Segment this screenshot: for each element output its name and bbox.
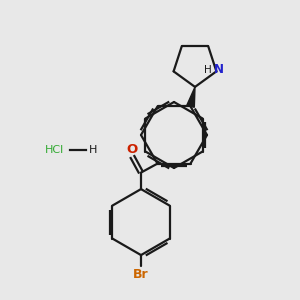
Polygon shape <box>187 87 195 107</box>
Text: HCl: HCl <box>44 145 64 155</box>
Text: O: O <box>126 143 138 156</box>
Text: Br: Br <box>133 268 149 281</box>
Text: N: N <box>214 63 224 76</box>
Text: H: H <box>89 145 97 155</box>
Text: H: H <box>204 65 212 75</box>
